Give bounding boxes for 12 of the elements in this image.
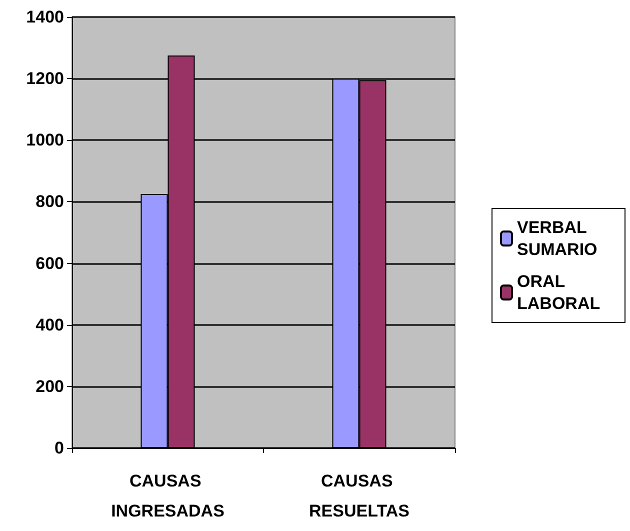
y-tick-label: 1400: [26, 8, 64, 26]
legend-label: ORAL LABORAL: [517, 272, 600, 313]
x-tick-label: CAUSAS INGRESADAS: [111, 472, 224, 520]
x-tick-label: CAUSAS RESUELTAS: [309, 472, 410, 520]
y-tick-label: 0: [54, 438, 64, 458]
y-tick-label: 800: [36, 192, 64, 212]
y-tick-label: 200: [36, 376, 64, 396]
legend-label: VERBAL SUMARIO: [517, 218, 598, 259]
y-tick-label: 400: [36, 315, 64, 334]
y-tick-label: 1000: [26, 130, 64, 150]
y-tick-label: 600: [36, 254, 64, 273]
y-tick-label: 1200: [26, 69, 64, 88]
